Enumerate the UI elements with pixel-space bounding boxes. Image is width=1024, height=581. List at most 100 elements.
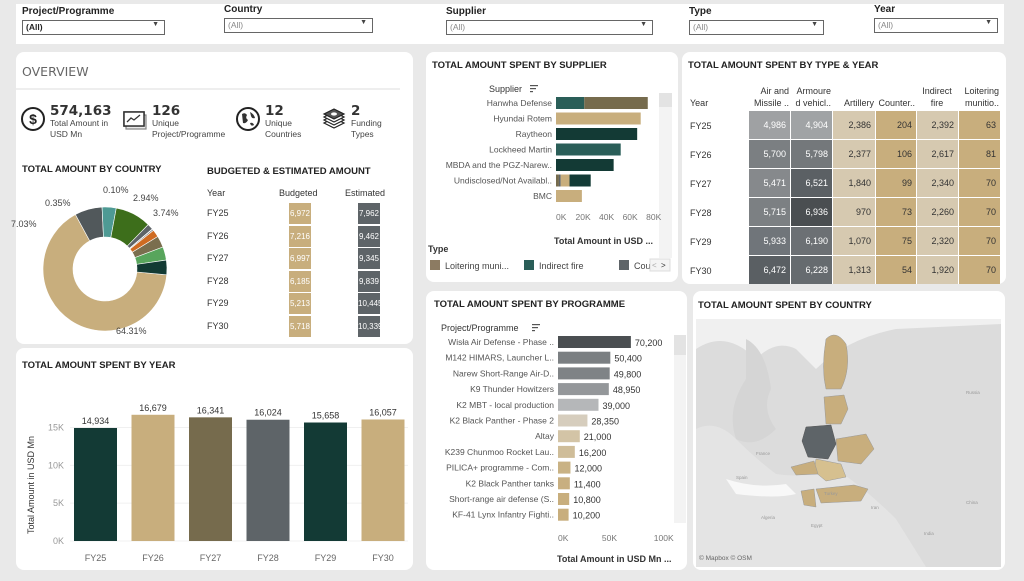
type-dropdown[interactable]: (All) ▼ — [689, 20, 824, 35]
supplier-bar-segment[interactable] — [556, 143, 621, 156]
programme-bar[interactable] — [558, 445, 575, 458]
scrollbar-track[interactable] — [659, 93, 672, 258]
heatmap-cell[interactable]: 2,392 — [917, 111, 958, 139]
map-country-ukraine[interactable] — [835, 433, 875, 465]
heatmap-cell[interactable]: 5,798 — [791, 140, 832, 168]
year-bar[interactable] — [304, 422, 347, 541]
map-attribution[interactable]: © Mapbox © OSM — [699, 554, 752, 562]
heatmap-cell[interactable]: 4,986 — [749, 111, 790, 139]
heatmap-cell[interactable]: 6,472 — [749, 256, 790, 284]
estimated-cell[interactable]: 9,345 — [358, 248, 380, 269]
supplier-bar-segment[interactable] — [556, 128, 638, 140]
budgeted-cell[interactable]: 5,718 — [289, 315, 311, 337]
supplier-bar-segment[interactable] — [556, 159, 614, 171]
year-bar[interactable] — [189, 417, 232, 541]
programme-bar[interactable] — [558, 383, 609, 396]
heatmap-cell[interactable]: 70 — [959, 169, 1000, 197]
year-bar[interactable] — [74, 427, 117, 541]
programme-bar[interactable] — [558, 367, 610, 380]
heatmap-cell[interactable]: 2,617 — [917, 140, 958, 168]
estimated-cell[interactable]: 9,839 — [358, 270, 380, 292]
programme-bar[interactable] — [558, 398, 599, 411]
budgeted-cell[interactable]: 7,216 — [289, 225, 311, 247]
heatmap-cell[interactable]: 2,386 — [833, 111, 875, 139]
donut-slice[interactable] — [136, 259, 168, 276]
heatmap-cell[interactable]: 81 — [959, 140, 1000, 168]
map-country-turkey[interactable] — [815, 484, 869, 504]
heatmap-cell[interactable]: 1,840 — [833, 169, 875, 197]
budgeted-cell[interactable]: 6,997 — [289, 248, 311, 269]
heatmap-cell[interactable]: 4,904 — [791, 111, 832, 139]
supplier-dropdown[interactable]: (All) ▼ — [446, 20, 653, 35]
programme-bar[interactable] — [558, 351, 611, 364]
heatmap-cell[interactable]: 70 — [959, 227, 1000, 255]
heatmap-cell[interactable]: 5,471 — [749, 169, 790, 197]
map-country-poland[interactable] — [801, 424, 837, 460]
legend-label[interactable]: Loitering muni... — [445, 261, 509, 271]
heatmap-cell[interactable]: 2,260 — [917, 198, 958, 226]
scrollbar-thumb[interactable] — [659, 93, 672, 107]
year-bar[interactable] — [246, 419, 290, 541]
sort-icon[interactable] — [530, 85, 538, 93]
legend-scroll-buttons[interactable] — [649, 258, 671, 272]
programme-bar[interactable] — [558, 493, 570, 505]
programme-bar[interactable] — [558, 414, 588, 427]
programme-bar[interactable] — [558, 477, 570, 490]
supplier-bar-segment[interactable] — [558, 174, 561, 187]
heatmap-cell[interactable]: 99 — [876, 169, 916, 197]
scrollbar-thumb[interactable] — [674, 335, 686, 355]
supplier-bar-segment[interactable] — [556, 97, 585, 109]
heatmap-cell[interactable]: 5,700 — [749, 140, 790, 168]
supplier-bar-segment[interactable] — [560, 174, 570, 187]
heatmap-cell[interactable]: 1,070 — [833, 227, 875, 255]
legend-label[interactable]: Cou — [634, 261, 651, 271]
legend-swatch[interactable] — [524, 260, 534, 270]
estimated-cell[interactable]: 10,445 — [358, 293, 380, 314]
scrollbar-track[interactable] — [674, 335, 686, 523]
sort-icon[interactable] — [532, 324, 540, 332]
estimated-cell[interactable]: 7,962 — [358, 203, 380, 224]
budgeted-cell[interactable]: 6,972 — [289, 203, 311, 224]
country-dropdown[interactable]: (All) ▼ — [224, 18, 373, 33]
programme-bar[interactable] — [558, 508, 569, 521]
heatmap-cell[interactable]: 54 — [876, 256, 916, 284]
country-map[interactable]: Russia France Spain Turkey Iran China Al… — [696, 319, 1001, 567]
supplier-bar-segment[interactable] — [584, 97, 648, 109]
map-country-hungary[interactable] — [790, 460, 819, 476]
supplier-bar-segment[interactable] — [569, 174, 591, 187]
heatmap-cell[interactable]: 6,228 — [791, 256, 832, 284]
heatmap-cell[interactable]: 1,313 — [833, 256, 875, 284]
heatmap-cell[interactable]: 5,933 — [749, 227, 790, 255]
heatmap-cell[interactable]: 204 — [876, 111, 916, 139]
year-bar[interactable] — [361, 419, 405, 541]
heatmap-cell[interactable]: 70 — [959, 198, 1000, 226]
project-dropdown[interactable]: (All) ▼ — [22, 20, 165, 35]
supplier-bar-segment[interactable] — [556, 174, 559, 187]
legend-swatch[interactable] — [430, 260, 440, 270]
supplier-bar-segment[interactable] — [556, 112, 641, 125]
heatmap-cell[interactable]: 73 — [876, 198, 916, 226]
map-country-baltics[interactable] — [823, 394, 849, 425]
chevron-right-icon[interactable]: > — [661, 261, 666, 270]
programme-bar[interactable] — [558, 461, 571, 474]
budgeted-cell[interactable]: 5,213 — [289, 293, 311, 314]
year-dropdown[interactable]: (All) ▼ — [874, 18, 998, 33]
heatmap-cell[interactable]: 2,340 — [917, 169, 958, 197]
map-country-greece[interactable] — [800, 488, 817, 508]
chevron-left-icon[interactable]: < — [652, 261, 657, 270]
heatmap-cell[interactable]: 1,920 — [917, 256, 958, 284]
supplier-bar-segment[interactable] — [556, 190, 582, 202]
heatmap-cell[interactable]: 75 — [876, 227, 916, 255]
year-bar[interactable] — [131, 414, 175, 541]
heatmap-cell[interactable]: 70 — [959, 256, 1000, 284]
heatmap-cell[interactable]: 106 — [876, 140, 916, 168]
heatmap-cell[interactable]: 6,936 — [791, 198, 832, 226]
heatmap-cell[interactable]: 6,190 — [791, 227, 832, 255]
programme-bar[interactable] — [558, 430, 580, 443]
map-country-finland[interactable] — [823, 334, 848, 390]
estimated-cell[interactable]: 9,462 — [358, 225, 380, 247]
programme-bar[interactable] — [558, 336, 631, 348]
donut-slice[interactable] — [42, 214, 168, 332]
heatmap-cell[interactable]: 970 — [833, 198, 875, 226]
heatmap-cell[interactable]: 6,521 — [791, 169, 832, 197]
